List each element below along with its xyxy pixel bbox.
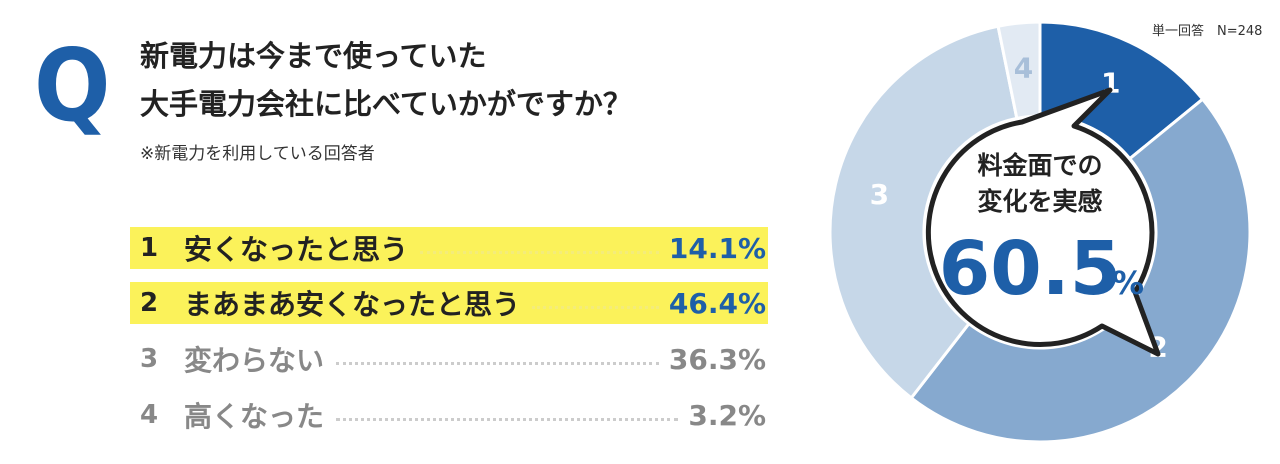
question-line-1: 新電力は今まで使っていた [140, 39, 487, 73]
q-mark: Q [34, 27, 111, 144]
donut-slice-3 [828, 24, 1019, 401]
answer-row-3: 3 変わらない 36.3% [130, 338, 768, 380]
center-unit: % [1112, 264, 1144, 302]
question-note: ※新電力を利用している回答者 [140, 144, 375, 164]
answer-row-2: 2 まあまあ安くなったと思う 46.4% [130, 282, 768, 324]
donut-slice-label-4: 4 [1014, 51, 1033, 84]
answer-number: 4 [140, 400, 159, 430]
answer-percent: 3.2% [688, 398, 766, 432]
answer-label: 高くなった [184, 400, 325, 433]
leader-dots [532, 305, 659, 309]
answer-percent: 46.4% [668, 286, 766, 320]
center-text-line-2: 変化を実感 [977, 187, 1102, 216]
leader-dots [336, 361, 659, 365]
donut-slice-label-3: 3 [870, 178, 889, 211]
answer-percent: 36.3% [668, 342, 766, 376]
leader-dots [336, 417, 679, 421]
leader-dots [420, 250, 659, 254]
answer-number: 2 [140, 288, 159, 318]
answer-label: 安くなったと思う [184, 233, 409, 266]
donut-chart: 1234料金面での変化を実感60.5% [828, 20, 1252, 444]
answer-row-4: 4 高くなった 3.2% [130, 394, 768, 436]
respondent-count: 単一回答 N=248 [1152, 24, 1263, 39]
answer-row-1: 1 安くなったと思う 14.1% [130, 227, 768, 269]
question-line-2: 大手電力会社に比べていかがですか？ [140, 87, 632, 121]
center-value: 60.5 [939, 226, 1122, 312]
answer-number: 3 [140, 344, 159, 374]
answer-number: 1 [140, 233, 159, 263]
center-text-line-1: 料金面での [977, 151, 1102, 180]
answer-percent: 14.1% [668, 231, 766, 265]
donut-slice-2 [909, 97, 1252, 444]
answer-label: 変わらない [184, 344, 325, 377]
center-bubble [925, 87, 1161, 357]
answer-label: まあまあ安くなったと思う [184, 288, 521, 321]
